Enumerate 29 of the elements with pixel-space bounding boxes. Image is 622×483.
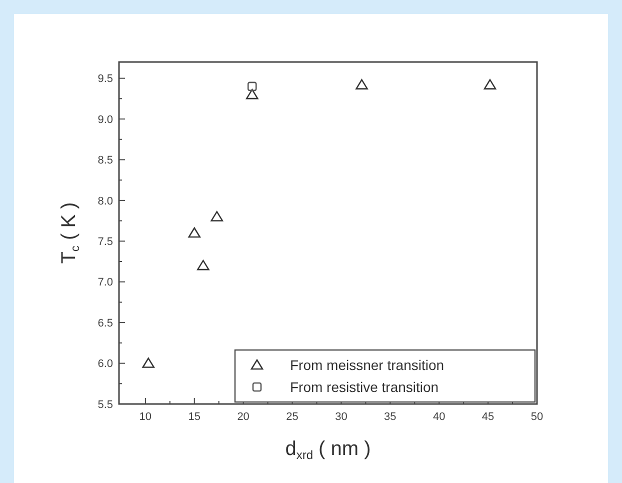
point: [197, 260, 210, 270]
x-tick-label: 10: [139, 411, 152, 423]
x-tick-label: 50: [530, 411, 544, 423]
point: [188, 227, 201, 238]
x-axis-title: d$_{xrd}$ ( nm ): [285, 438, 371, 462]
x-tick-label: 30: [335, 411, 348, 423]
point: [356, 79, 368, 90]
y-tick-label: 8.0: [98, 195, 113, 208]
point: [247, 82, 257, 92]
y-tick-label: 7.0: [98, 276, 113, 289]
y-tick-label: 8.5: [98, 154, 113, 167]
x-tick-label: 15: [188, 411, 200, 423]
y-tick-label: 9.0: [98, 114, 113, 126]
x-tick-label: 20: [237, 411, 250, 423]
legend-label: From resistive transition: [290, 378, 439, 395]
x-tick-label: 25: [286, 411, 298, 423]
point: [210, 211, 224, 222]
x-tick-label: 45: [482, 411, 494, 423]
y-tick-label: 6.0: [98, 358, 113, 370]
x-tick-label: 35: [384, 411, 396, 423]
x-tick-label: 40: [432, 411, 446, 423]
y-tick-label: 9.5: [98, 73, 113, 86]
point: [246, 88, 258, 100]
point: [484, 79, 496, 90]
y-tick-label: 7.5: [98, 236, 113, 248]
y-tick-label: 6.5: [98, 317, 113, 330]
legend-label: From meissner transition: [290, 356, 444, 373]
y-tick-label: 5.5: [98, 398, 113, 411]
point: [142, 358, 155, 368]
